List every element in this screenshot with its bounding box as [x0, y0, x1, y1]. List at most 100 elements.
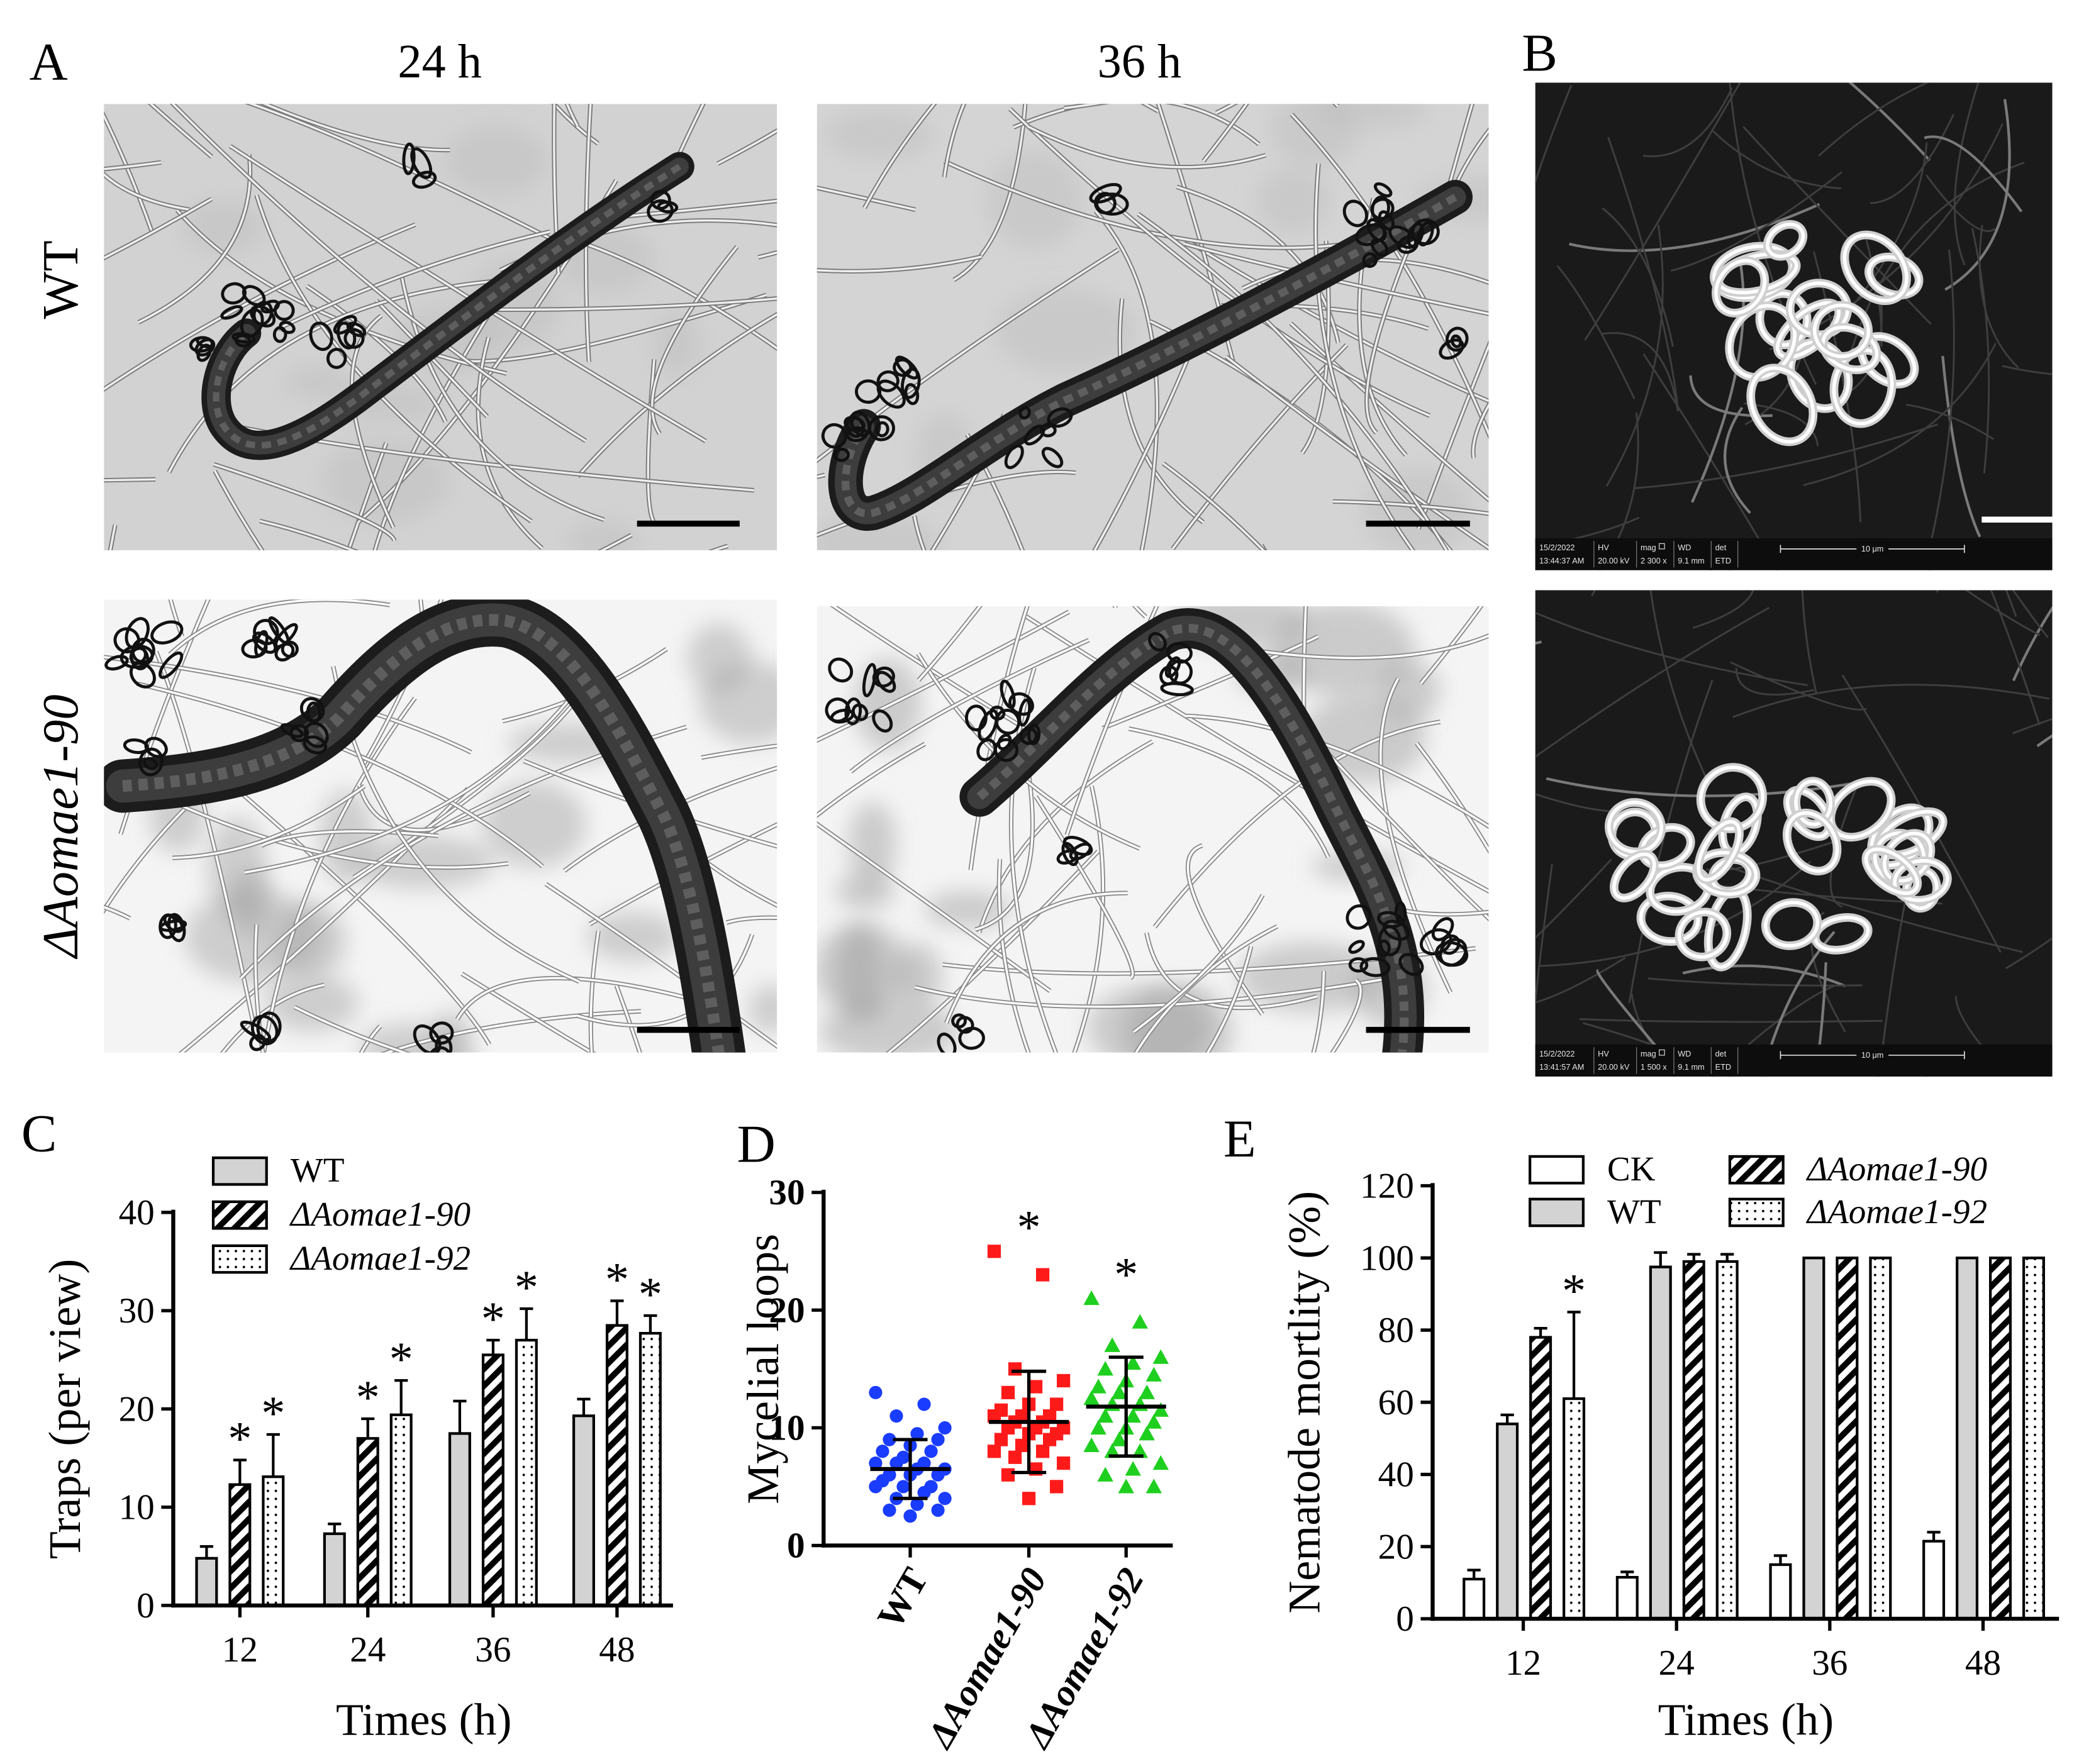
sem-hypha [1649, 590, 1707, 778]
trap-loop [872, 666, 895, 688]
hypha [1066, 606, 1158, 836]
hypha [589, 931, 599, 1053]
trap-loop [1018, 406, 1031, 420]
background-shade [1271, 104, 1359, 167]
point-aomae1-90 [987, 1409, 1001, 1423]
hypha [104, 114, 153, 233]
bar-aomae1-90-24 [356, 1437, 379, 1607]
hypha [168, 279, 506, 473]
hypha [817, 823, 1051, 992]
sem-hypha [1598, 412, 1639, 570]
hypha [1472, 403, 1489, 458]
sem-databar-date: 15/2/2022 [1539, 1049, 1575, 1058]
row-label-wt: WT [33, 240, 89, 319]
background-shade [444, 126, 548, 196]
background-shade [322, 438, 449, 523]
sem-hypha [1927, 249, 1955, 552]
hypha [586, 243, 778, 350]
trap-loop [1348, 957, 1369, 973]
sem-scale-label-bg [1856, 542, 1889, 555]
trap-loop [1047, 407, 1073, 428]
hypha [259, 519, 356, 550]
bar-aomae1-90-36 [1836, 1256, 1859, 1621]
hypha [1261, 635, 1489, 659]
trap-loop [821, 423, 848, 449]
trap-loop [976, 738, 997, 762]
hypha [104, 173, 190, 211]
trap-loop [429, 1021, 454, 1045]
sem-hypha [1596, 969, 1658, 1048]
bar-wt-36 [448, 1432, 471, 1607]
y-tick-label: 120 [1360, 1167, 1414, 1206]
trap-loop [876, 379, 906, 409]
hypha [384, 1010, 642, 1053]
sem-hypha [1605, 225, 1664, 487]
point-aomae1-92 [1125, 1355, 1141, 1370]
hypha [917, 606, 981, 681]
sem-hypha [1535, 863, 1553, 1004]
bar-aomae1-92-36 [1869, 1256, 1892, 1621]
hypha [1035, 796, 1134, 979]
point-aomae1-92 [1104, 1337, 1120, 1352]
trap-loop [189, 336, 214, 353]
legend-label-ck: CK [1607, 1150, 1656, 1188]
bar-aomae1-92-48 [638, 1331, 662, 1607]
sem-databar-hv: 20.00 kV [1598, 556, 1630, 565]
trap-loop [144, 736, 168, 758]
point-wt [883, 1503, 896, 1517]
hypha [1447, 104, 1474, 187]
trap-loop [650, 189, 671, 211]
hypha [104, 198, 213, 260]
chart-d-mycelial-loops: WT*ΔAomae1-90*ΔAomae1-920102030Mycelial … [738, 1173, 1173, 1755]
sem-hypha [2002, 365, 2053, 375]
hypha [1162, 462, 1265, 550]
hypha [254, 924, 264, 1053]
point-aomae1-92 [1145, 1414, 1162, 1429]
hypha [1225, 355, 1489, 550]
sem-hypha [1670, 171, 1843, 272]
trap-loop [1160, 682, 1194, 697]
sem-hypha [1730, 661, 1867, 711]
hypha [943, 104, 966, 178]
sem-mag-icon [1659, 543, 1665, 550]
sem-hypha [1535, 858, 1612, 940]
point-aomae1-92 [1152, 1402, 1169, 1417]
trap-loop-highlight [1677, 910, 1729, 959]
trap-loop [851, 703, 869, 721]
background-shade [482, 781, 586, 868]
hypha [523, 760, 778, 848]
point-aomae1-92 [1125, 1407, 1141, 1423]
hypha [717, 130, 778, 165]
hypha [1118, 298, 1204, 523]
nematode-texture [213, 164, 682, 449]
sem-image-wt: 15/2/2022 13:44:37 AM HV 20.00 kV mag 2 300 x… [1535, 82, 2053, 570]
hypha [1242, 258, 1489, 289]
background-shade [264, 974, 359, 1032]
background-shade [835, 872, 895, 910]
panel-label-a: A [30, 33, 68, 92]
significance-marker: * [481, 1293, 505, 1346]
scale-bars [637, 516, 2053, 1033]
trap-loop [252, 631, 277, 654]
trap-loop [1373, 182, 1393, 197]
bar-aomae1-92-12 [1563, 1397, 1586, 1621]
legend-swatch-aomae1-90 [1728, 1155, 1785, 1185]
hypha [566, 104, 579, 127]
trap-loop-highlight [1821, 325, 1879, 372]
significance-marker: * [1114, 1248, 1138, 1301]
bar-ck-24 [1615, 1575, 1639, 1621]
point-wt [910, 1427, 924, 1441]
point-aomae1-92 [1145, 1367, 1162, 1382]
nematode-texture [122, 614, 725, 1053]
sem-hypha [1735, 667, 1815, 696]
trap-loop [845, 426, 868, 442]
sem-databar-det: ETD [1715, 556, 1731, 565]
bar-ck-12 [1463, 1577, 1486, 1621]
point-aomae1-90 [1001, 1468, 1015, 1482]
y-tick-label: 20 [769, 1290, 805, 1330]
sem-hypha [2005, 936, 2053, 970]
significance-marker: * [515, 1262, 538, 1314]
point-aomae1-92 [1090, 1378, 1106, 1394]
hypha [1027, 125, 1266, 169]
hypha [1312, 971, 1325, 1053]
